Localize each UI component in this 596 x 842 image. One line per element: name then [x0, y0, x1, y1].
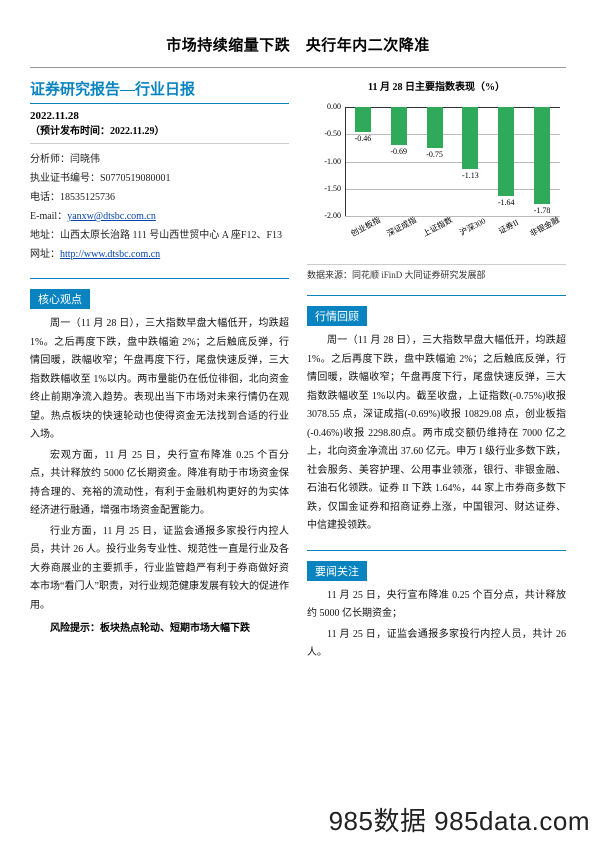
- analyst-email-row: E-mail：yanxw@dtsbc.com.cn: [30, 207, 289, 226]
- review-section: 行情回顾: [307, 295, 566, 332]
- chart-ytick: -1.50: [307, 184, 341, 193]
- core-p3: 行业方面，11 月 25 日，证监会通报多家投行内控人员，共计 26 人。投行业…: [30, 523, 289, 616]
- analyst-license: 执业证书编号：S0770519080001: [30, 169, 289, 188]
- chart-bar-value: -0.75: [415, 150, 455, 159]
- chart-bar: [498, 107, 514, 196]
- core-p1: 周一（11 月 28 日），三大指数早盘大幅低开，均跌超 1%。之后再度下跌，盘…: [30, 315, 289, 445]
- risk-note: 风险提示：板块热点轮动、短期市场大幅下跌: [30, 619, 289, 634]
- chart-bar-value: -0.69: [379, 147, 419, 156]
- chart-bar-value: -1.13: [450, 171, 490, 180]
- chart-bar-value: -1.64: [486, 198, 526, 207]
- analyst-info: 分析师：闫晓伟 执业证书编号：S0770519080001 电话：1853512…: [30, 150, 289, 264]
- focus-tag: 要闻关注: [307, 561, 367, 581]
- core-tag: 核心观点: [30, 289, 90, 309]
- core-section: 核心观点: [30, 278, 289, 315]
- report-date: 2022.11.28: [30, 110, 289, 122]
- chart-title: 11 月 28 日主要指数表现（%）: [307, 78, 566, 93]
- expected-date: （预计发布时间：2022.11.29）: [30, 122, 289, 137]
- analyst-phone: 电话：18535125736: [30, 188, 289, 207]
- analyst-web-row: 网址：http://www.dtsbc.com.cn: [30, 245, 289, 264]
- chart-bar: [355, 107, 371, 132]
- analyst-name: 分析师：闫晓伟: [30, 150, 289, 169]
- watermark: 985数据 985data.com: [329, 801, 590, 838]
- review-p1: 周一（11 月 28 日），三大指数早盘大幅低开，均跌超 1%。之后再度下跌，盘…: [307, 332, 566, 536]
- web-label: 网址：: [30, 249, 60, 260]
- chart-ytick: -0.50: [307, 129, 341, 138]
- top-rule: [30, 67, 566, 68]
- index-chart: 0.00-0.50-1.00-1.50-2.00-0.46创业板指-0.69深证…: [307, 95, 562, 260]
- page-title: 市场持续缩量下跌 央行年内二次降准: [30, 34, 566, 55]
- chart-source: 数据来源：同花顺 iFinD 大同证券研究发展部: [307, 264, 566, 281]
- core-body: 周一（11 月 28 日），三大指数早盘大幅低开，均跌超 1%。之后再度下跌，盘…: [30, 315, 289, 615]
- core-p2: 宏观方面，11 月 25 日，央行宣布降准 0.25 个百分点，共计释放约 50…: [30, 447, 289, 521]
- divider: [30, 143, 289, 144]
- analyst-address: 地址：山西太原长治路 111 号山西世贸中心 A 座F12、F13: [30, 226, 289, 245]
- focus-p1: 11 月 25 日，央行宣布降准 0.25 个百分点，共计释放约 5000 亿长…: [307, 587, 566, 624]
- report-type: 证券研究报告—行业日报: [30, 78, 289, 104]
- chart-bar: [391, 107, 407, 145]
- web-link[interactable]: http://www.dtsbc.com.cn: [60, 249, 160, 260]
- chart-ytick: -1.00: [307, 157, 341, 166]
- chart-bar: [462, 107, 478, 169]
- focus-section: 要闻关注: [307, 550, 566, 587]
- chart-bar: [427, 107, 443, 148]
- focus-p2: 11 月 25 日，证监会通报多家投行内控人员，共计 26 人。: [307, 626, 566, 663]
- review-body: 周一（11 月 28 日），三大指数早盘大幅低开，均跌超 1%。之后再度下跌，盘…: [307, 332, 566, 536]
- review-tag: 行情回顾: [307, 306, 367, 326]
- chart-bar: [534, 107, 550, 204]
- email-link[interactable]: yanxw@dtsbc.com.cn: [67, 211, 156, 222]
- chart-ytick: -2.00: [307, 211, 341, 220]
- chart-bar-value: -0.46: [343, 134, 383, 143]
- chart-ytick: 0.00: [307, 102, 341, 111]
- email-label: E-mail：: [30, 211, 67, 222]
- focus-body: 11 月 25 日，央行宣布降准 0.25 个百分点，共计释放约 5000 亿长…: [307, 587, 566, 663]
